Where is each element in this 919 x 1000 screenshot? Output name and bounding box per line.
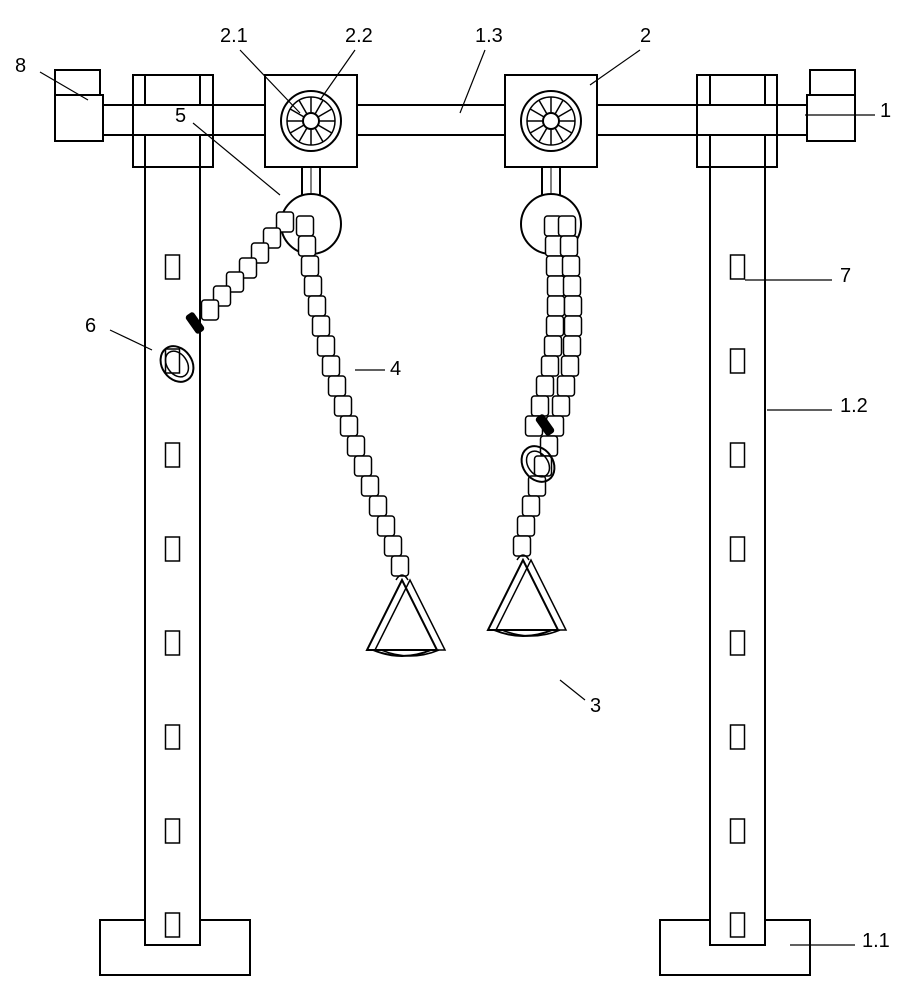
hole — [166, 819, 180, 843]
hole — [731, 631, 745, 655]
label-1_2: 1.2 — [840, 395, 868, 418]
label-3: 3 — [590, 695, 601, 718]
post-left — [145, 75, 200, 945]
hole — [731, 349, 745, 373]
chain-link — [558, 376, 575, 396]
hole — [166, 255, 180, 279]
hole — [731, 913, 745, 937]
chain-link — [564, 276, 581, 296]
chain-link — [514, 536, 531, 556]
diagram-root: 1 2 3 4 5 6 7 8 2.1 2.2 1.3 1.2 1.1 — [0, 0, 919, 1000]
chain-link — [518, 516, 535, 536]
label-2_2: 2.2 — [345, 25, 373, 48]
chain-link — [309, 296, 326, 316]
chain-link — [329, 376, 346, 396]
carriage-left-hub — [303, 113, 319, 129]
chain-link — [547, 256, 564, 276]
chain-link — [302, 256, 319, 276]
chain-link — [313, 316, 330, 336]
label-1_3: 1.3 — [475, 25, 503, 48]
hole — [166, 537, 180, 561]
chain-link — [202, 300, 219, 320]
hole — [166, 631, 180, 655]
hole — [731, 819, 745, 843]
chain-link — [362, 476, 379, 496]
chain-link — [547, 316, 564, 336]
chain-link — [523, 496, 540, 516]
label-4: 4 — [390, 358, 401, 381]
chain-link — [548, 296, 565, 316]
label-1_1: 1.1 — [862, 930, 890, 953]
endcap-right — [807, 95, 855, 141]
leader — [590, 50, 640, 85]
chain-link — [341, 416, 358, 436]
chain-link — [545, 336, 562, 356]
chain-link — [370, 496, 387, 516]
chain-link — [537, 376, 554, 396]
handle-left — [367, 580, 437, 650]
label-5: 5 — [175, 105, 186, 128]
diagram-svg — [0, 0, 919, 1000]
chain-left-main — [297, 216, 409, 576]
chain-link — [565, 296, 582, 316]
label-6: 6 — [85, 315, 96, 338]
hole — [166, 443, 180, 467]
chain-link — [532, 396, 549, 416]
chain-link — [562, 356, 579, 376]
chain-link — [355, 456, 372, 476]
hole — [731, 443, 745, 467]
label-1: 1 — [880, 100, 891, 123]
hole — [166, 725, 180, 749]
chain-link — [348, 436, 365, 456]
label-2: 2 — [640, 25, 651, 48]
chain-link — [559, 216, 576, 236]
chain-link — [378, 516, 395, 536]
chain-link — [299, 236, 316, 256]
chain-link — [335, 396, 352, 416]
handle-right — [488, 560, 558, 630]
chain-link — [563, 256, 580, 276]
leader — [460, 50, 485, 113]
chain-link — [561, 236, 578, 256]
post-right — [710, 75, 765, 945]
chain-link — [564, 336, 581, 356]
endcap-left — [55, 95, 103, 141]
chain-link — [548, 276, 565, 296]
chain-link — [392, 556, 409, 576]
chain-link — [385, 536, 402, 556]
chain-left-branch — [202, 212, 294, 320]
chain-link — [553, 396, 570, 416]
hole — [731, 725, 745, 749]
chain-link — [318, 336, 335, 356]
leader — [560, 680, 585, 700]
label-2_1: 2.1 — [220, 25, 248, 48]
chain-link — [565, 316, 582, 336]
carriage-right-hub — [543, 113, 559, 129]
hole — [166, 913, 180, 937]
chain-link — [542, 356, 559, 376]
chain-link — [305, 276, 322, 296]
chain-link — [297, 216, 314, 236]
crossbar — [100, 105, 810, 135]
label-8: 8 — [15, 55, 26, 78]
hole — [731, 255, 745, 279]
chain-link — [323, 356, 340, 376]
hole — [731, 537, 745, 561]
label-7: 7 — [840, 265, 851, 288]
